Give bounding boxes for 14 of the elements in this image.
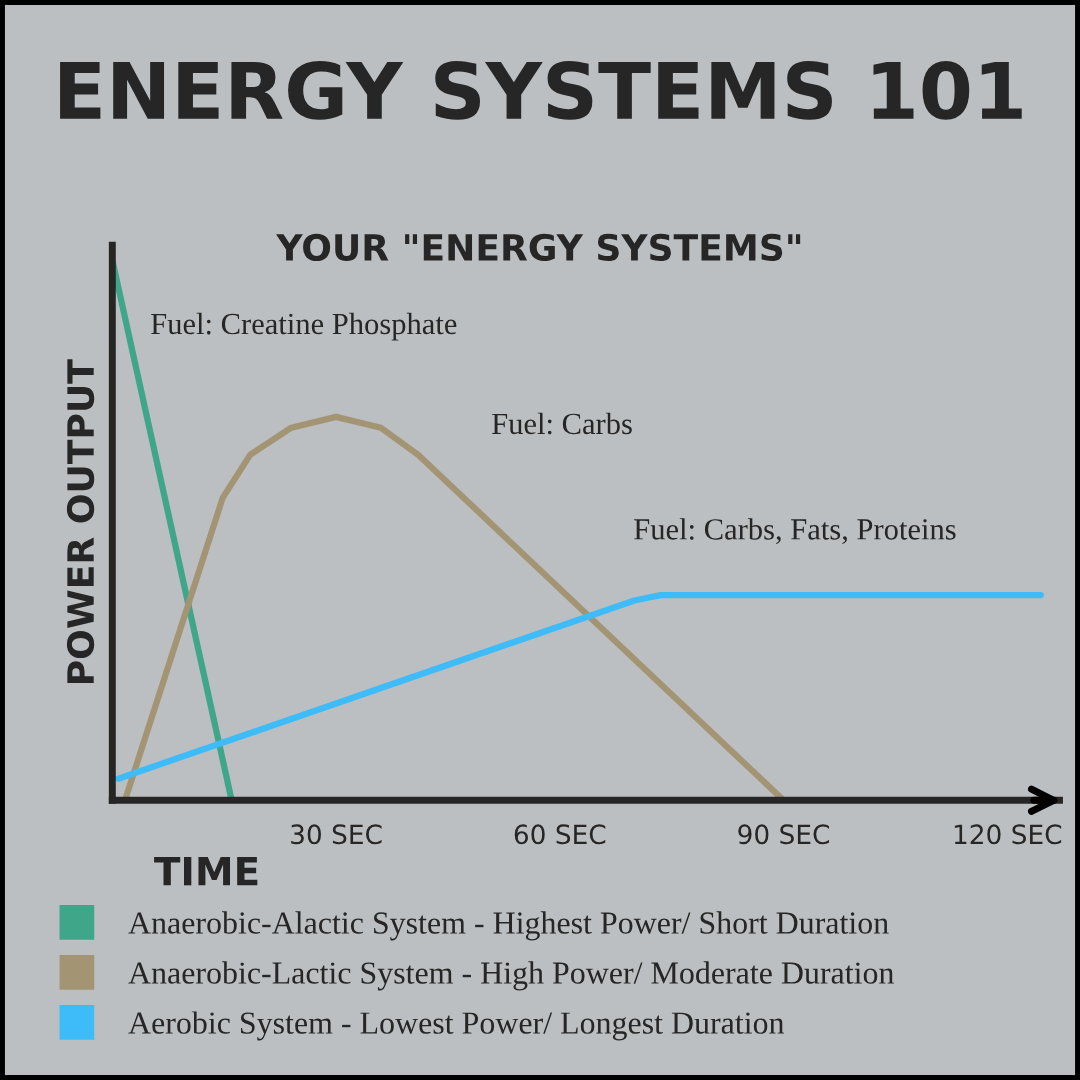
x-tick-label: 90 SEC (738, 824, 830, 845)
x-tick-label: 60 SEC (514, 824, 606, 845)
x-axis-title: TIME (154, 856, 258, 886)
chart-title: ENERGY SYSTEMS 101 (60, 60, 1022, 120)
annotation: Fuel: Creatine Phosphate (151, 312, 457, 341)
annotation: Fuel: Carbs (492, 412, 632, 435)
annotation: Fuel: Carbs, Fats, Proteins (634, 518, 956, 545)
x-tick-label: 30 SEC (291, 824, 382, 845)
y-axis-title: POWER OUTPUT (66, 359, 95, 683)
legend-label: Aerobic System - Lowest Power/ Longest Duration (128, 1011, 785, 1041)
legend-label: Anaerobic-Lactic System - High Power/ Moderate Duration (128, 961, 894, 991)
x-tick-label: 120 SEC (954, 824, 1062, 845)
chart-subtitle: YOUR "ENERGY SYSTEMS" (276, 233, 801, 262)
legend-label: Anaerobic-Alactic System - Highest Power/ Short Duration (128, 911, 889, 941)
